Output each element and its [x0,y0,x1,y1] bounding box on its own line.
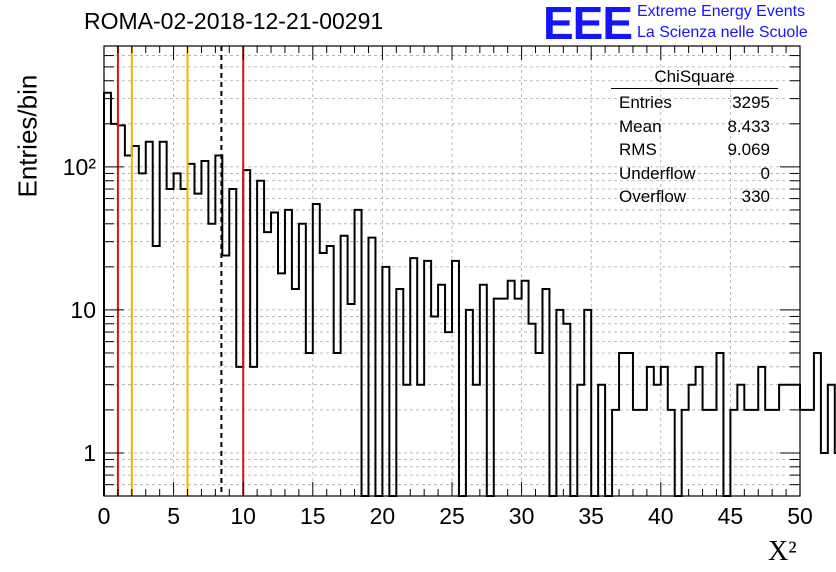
stats-box: ChiSquare Entries 3295 Mean 8.433 RMS 9.… [611,66,778,209]
x-tick-label: 40 [648,503,674,529]
stats-row-rms: RMS 9.069 [611,138,778,162]
x-tick-label: 30 [509,503,535,529]
stats-value: 3295 [732,93,770,112]
x-tick-label: 5 [167,503,180,529]
x-tick-label: 45 [718,503,744,529]
stats-row-mean: Mean 8.433 [611,115,778,139]
tick-labels: 0 5 10 15 20 25 30 35 40 45 50 1 10 10² [63,154,813,529]
x-tick-label: 20 [370,503,396,529]
stats-label: Entries [619,93,672,112]
histogram-outline [103,91,836,497]
stats-value: 0 [760,163,770,183]
stats-label: Mean [619,116,662,136]
stats-row-overflow: Overflow 330 [611,185,778,209]
stats-label: Overflow [619,187,687,206]
y-tick-label: 10 [70,297,96,323]
eee-logo: EEE [543,0,633,49]
chart-title: ROMA-02-2018-12-21-00291 [84,8,384,34]
eee-logo-line2: La Scienza nelle Scuole [637,24,808,41]
y-tick-label: 1 [83,440,96,466]
y-tick-label: 10² [63,154,97,180]
x-tick-label: 50 [787,503,813,529]
stats-label: RMS [619,140,657,159]
stats-label: Underflow [619,163,696,183]
x-tick-label: 10 [230,503,256,529]
histogram-bars [103,91,836,497]
marker-lines [116,46,245,496]
x-tick-label: 0 [98,503,111,529]
stats-value: 8.433 [727,116,770,136]
axes [103,45,801,497]
stats-title: ChiSquare [611,66,778,89]
x-tick-label: 15 [300,503,326,529]
stats-row-underflow: Underflow 0 [611,162,778,186]
x-axis-label: X² [768,536,797,567]
stats-value: 9.069 [727,140,770,159]
x-tick-label: 25 [439,503,465,529]
stats-value: 330 [741,187,770,206]
stats-row-entries: Entries 3295 [611,91,778,115]
x-tick-label: 35 [578,503,604,529]
eee-logo-line1: Extreme Energy Events [637,3,806,20]
